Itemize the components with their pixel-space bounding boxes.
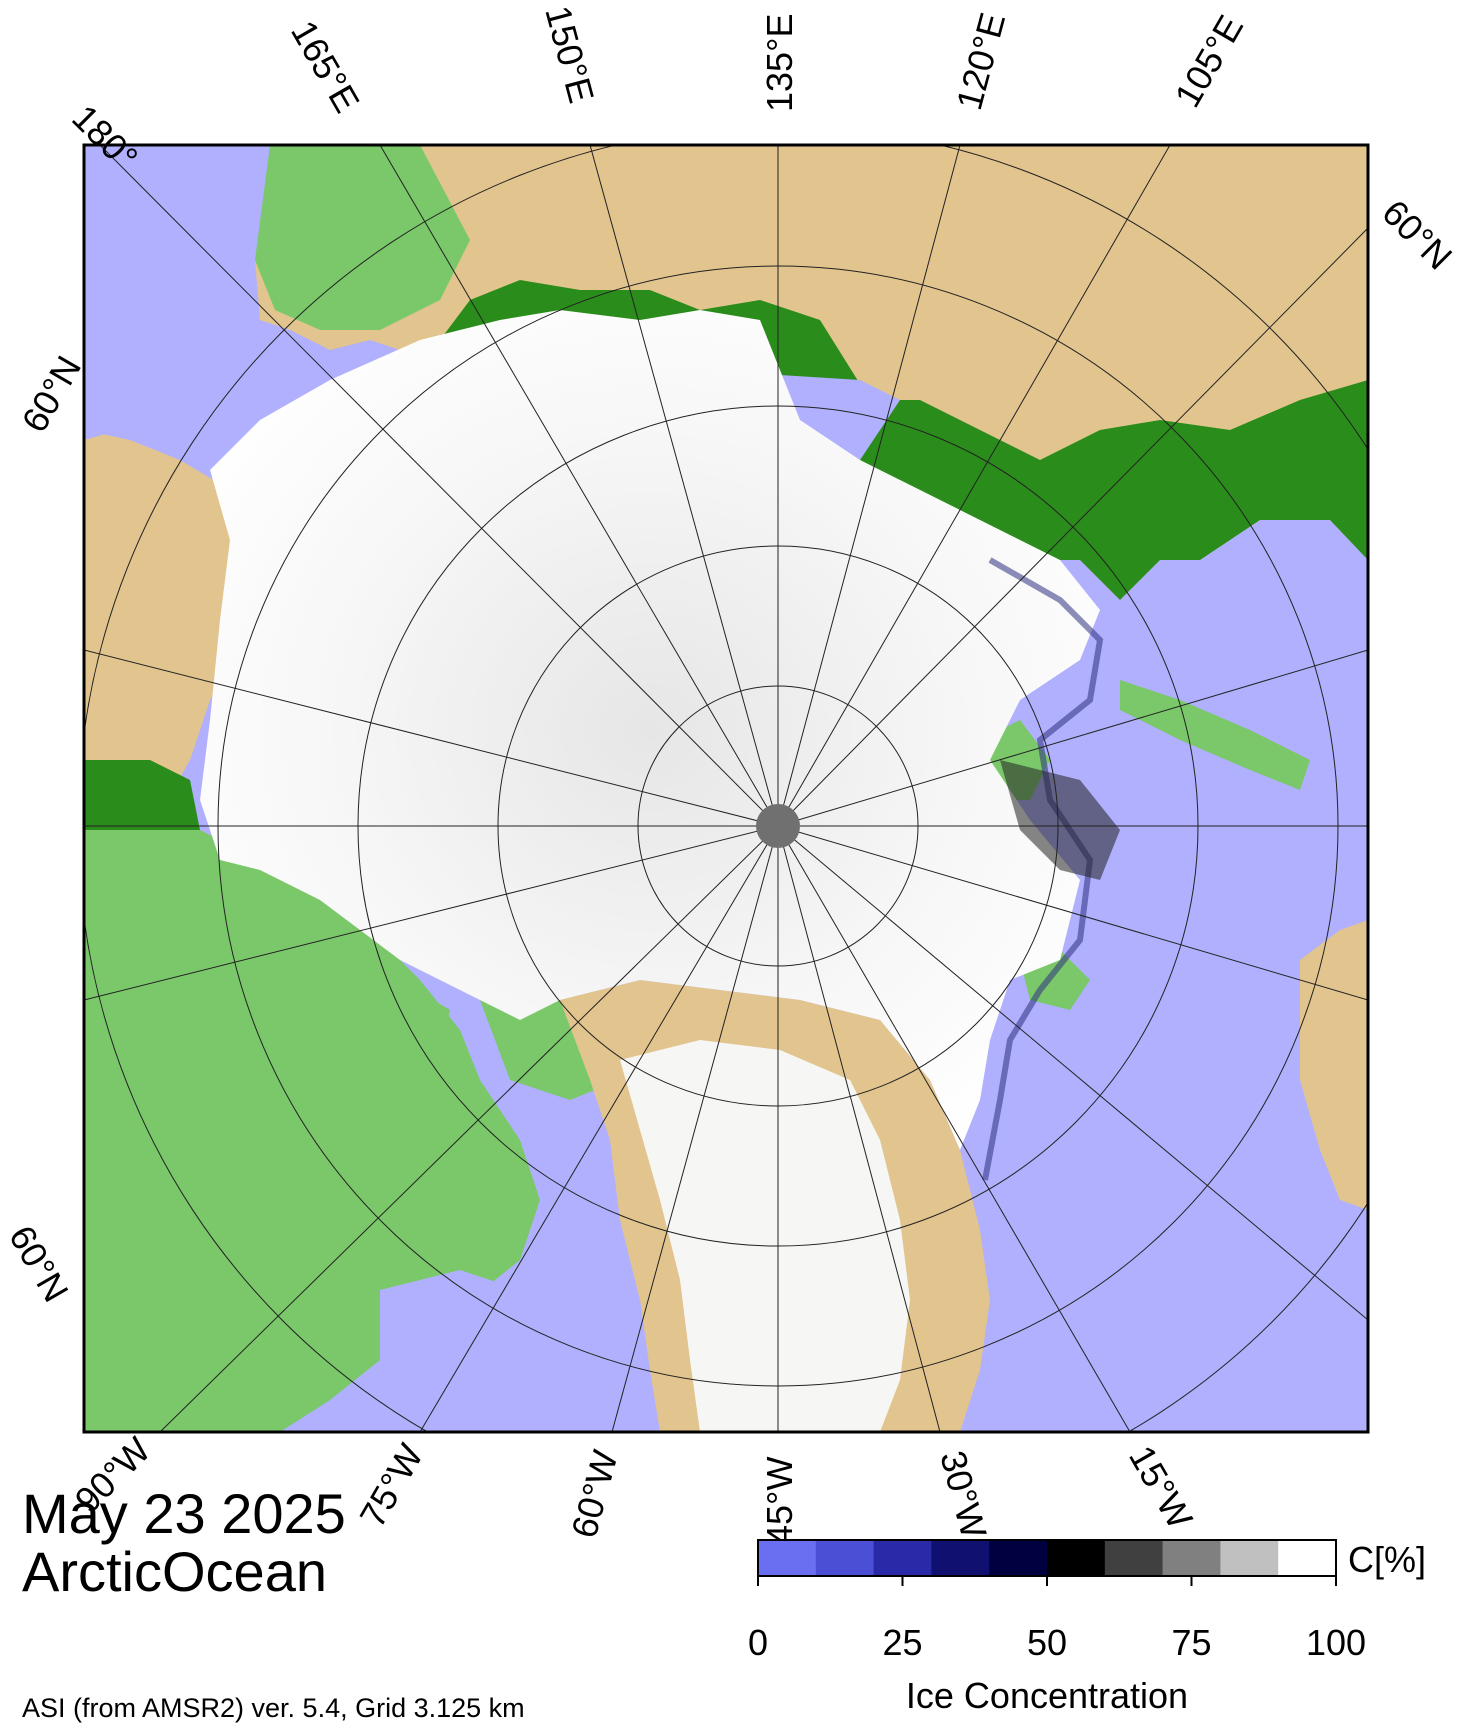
colorbar-segments xyxy=(758,1540,1337,1576)
lon-label-105e: 105°E xyxy=(1166,8,1251,114)
lon-label-150e: 150°E xyxy=(537,1,602,107)
colorbar-unit: C[%] xyxy=(1348,1539,1426,1580)
lon-label-75w: 75°W xyxy=(351,1437,431,1534)
colorbar-segment xyxy=(815,1540,875,1576)
colorbar-segment xyxy=(1278,1540,1337,1576)
map-date: May 23 2025 xyxy=(22,1482,346,1545)
water-bering xyxy=(84,145,270,440)
colorbar-segment xyxy=(1162,1540,1221,1576)
map-region: ArcticOcean xyxy=(22,1540,327,1603)
map-frame xyxy=(82,143,1370,1434)
colorbar-tick-label: 100 xyxy=(1306,1622,1366,1663)
land-banks-island xyxy=(250,900,340,1000)
lon-label-165e: 165°E xyxy=(283,14,368,120)
colorbar-title: Ice Concentration xyxy=(906,1675,1188,1716)
dark-ice-patches xyxy=(1000,760,1120,880)
data-source-note: ASI (from AMSR2) ver. 5.4, Grid 3.125 km xyxy=(22,1693,525,1723)
land-victoria-island xyxy=(340,980,450,1080)
lon-label-15w: 15°W xyxy=(1121,1439,1201,1536)
colorbar-tick-label: 0 xyxy=(748,1622,768,1663)
colorbar-tick-label: 25 xyxy=(882,1622,922,1663)
land-chukotka xyxy=(255,145,470,330)
colorbar-segment xyxy=(1220,1540,1279,1576)
land-alaska-coast xyxy=(84,760,200,830)
colorbar-segment xyxy=(931,1540,990,1576)
land-scandinavia xyxy=(1300,920,1368,1210)
colorbar: C[%] 0 25 50 75 100 Ice Concentration xyxy=(748,1539,1426,1716)
colorbar-segment xyxy=(1104,1540,1164,1576)
lon-label-45w: 45°W xyxy=(759,1457,800,1545)
colorbar-tick-label: 50 xyxy=(1027,1622,1067,1663)
sea-ice-pack xyxy=(200,310,1100,1150)
colorbar-segment xyxy=(873,1540,932,1576)
graticule xyxy=(84,145,1368,1432)
land-alaska xyxy=(84,430,270,830)
land-novaya-zemlya xyxy=(1120,680,1310,790)
land-siberia-coast xyxy=(440,280,1368,600)
water-hudson-bay xyxy=(380,1270,560,1432)
colorbar-ticks: 0 25 50 75 100 xyxy=(748,1576,1366,1663)
lat-label-left-top: 60°N xyxy=(13,349,89,439)
lon-label-30w: 30°W xyxy=(932,1446,994,1542)
colorbar-segment xyxy=(758,1540,817,1576)
lat-label-right: 60°N xyxy=(1374,192,1460,278)
lat-label-left-bottom: 60°N xyxy=(1,1219,77,1309)
colorbar-segment xyxy=(1047,1540,1106,1576)
lon-label-120e: 120°E xyxy=(948,8,1013,114)
pole-hole xyxy=(756,804,800,848)
colorbar-segment xyxy=(989,1540,1048,1576)
lon-label-60w: 60°W xyxy=(563,1446,625,1542)
colorbar-tick-label: 75 xyxy=(1171,1622,1211,1663)
lon-label-135e: 135°E xyxy=(759,14,800,112)
map-body xyxy=(84,145,1368,1432)
